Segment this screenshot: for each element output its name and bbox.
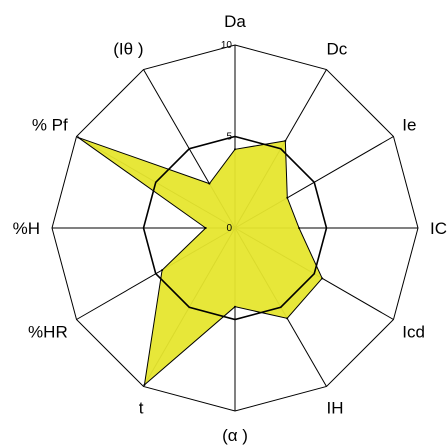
axis-label-4: Icd bbox=[402, 323, 425, 342]
axis-label-0: Da bbox=[224, 12, 246, 31]
axis-label-2: Ie bbox=[402, 116, 416, 135]
grid-ring-5 bbox=[142, 135, 328, 321]
data-point-1 bbox=[284, 139, 287, 142]
tick-label-10: 10 bbox=[221, 40, 233, 51]
axis-label-8: %HR bbox=[28, 323, 68, 342]
data-point-6 bbox=[234, 305, 236, 308]
data-point-2 bbox=[286, 196, 289, 199]
data-point-8 bbox=[161, 269, 164, 272]
data-point-3 bbox=[298, 227, 301, 229]
axis-label-6: (α ) bbox=[222, 426, 248, 445]
data-point-4 bbox=[321, 277, 324, 280]
axis-label-3: IC bbox=[430, 219, 447, 238]
data-point-5 bbox=[286, 317, 289, 320]
axis-label-11: (Iθ ) bbox=[113, 40, 143, 59]
data-point-9 bbox=[204, 227, 207, 229]
grid-inner bbox=[142, 135, 328, 321]
axis-label-7: t bbox=[139, 398, 144, 417]
axis-label-9: %H bbox=[13, 219, 40, 238]
tick-labels: 0 5 10 bbox=[221, 40, 233, 234]
tick-label-5: 5 bbox=[226, 132, 232, 143]
tick-label-0: 0 bbox=[226, 223, 232, 234]
axis-label-5: IH bbox=[327, 398, 344, 417]
series-area-0 bbox=[77, 136, 323, 387]
axis-labels: Da Dc Ie IC Icd IH (α ) t %HR %H % Pf (Iθ ) bbox=[13, 12, 447, 445]
axis-label-10: % Pf bbox=[32, 116, 68, 135]
data-point-7 bbox=[143, 383, 146, 386]
axis-label-1: Dc bbox=[327, 40, 348, 59]
data-point-10 bbox=[77, 136, 80, 139]
data-point-11 bbox=[208, 182, 211, 185]
data-point-0 bbox=[234, 148, 236, 151]
data-area bbox=[77, 136, 324, 387]
